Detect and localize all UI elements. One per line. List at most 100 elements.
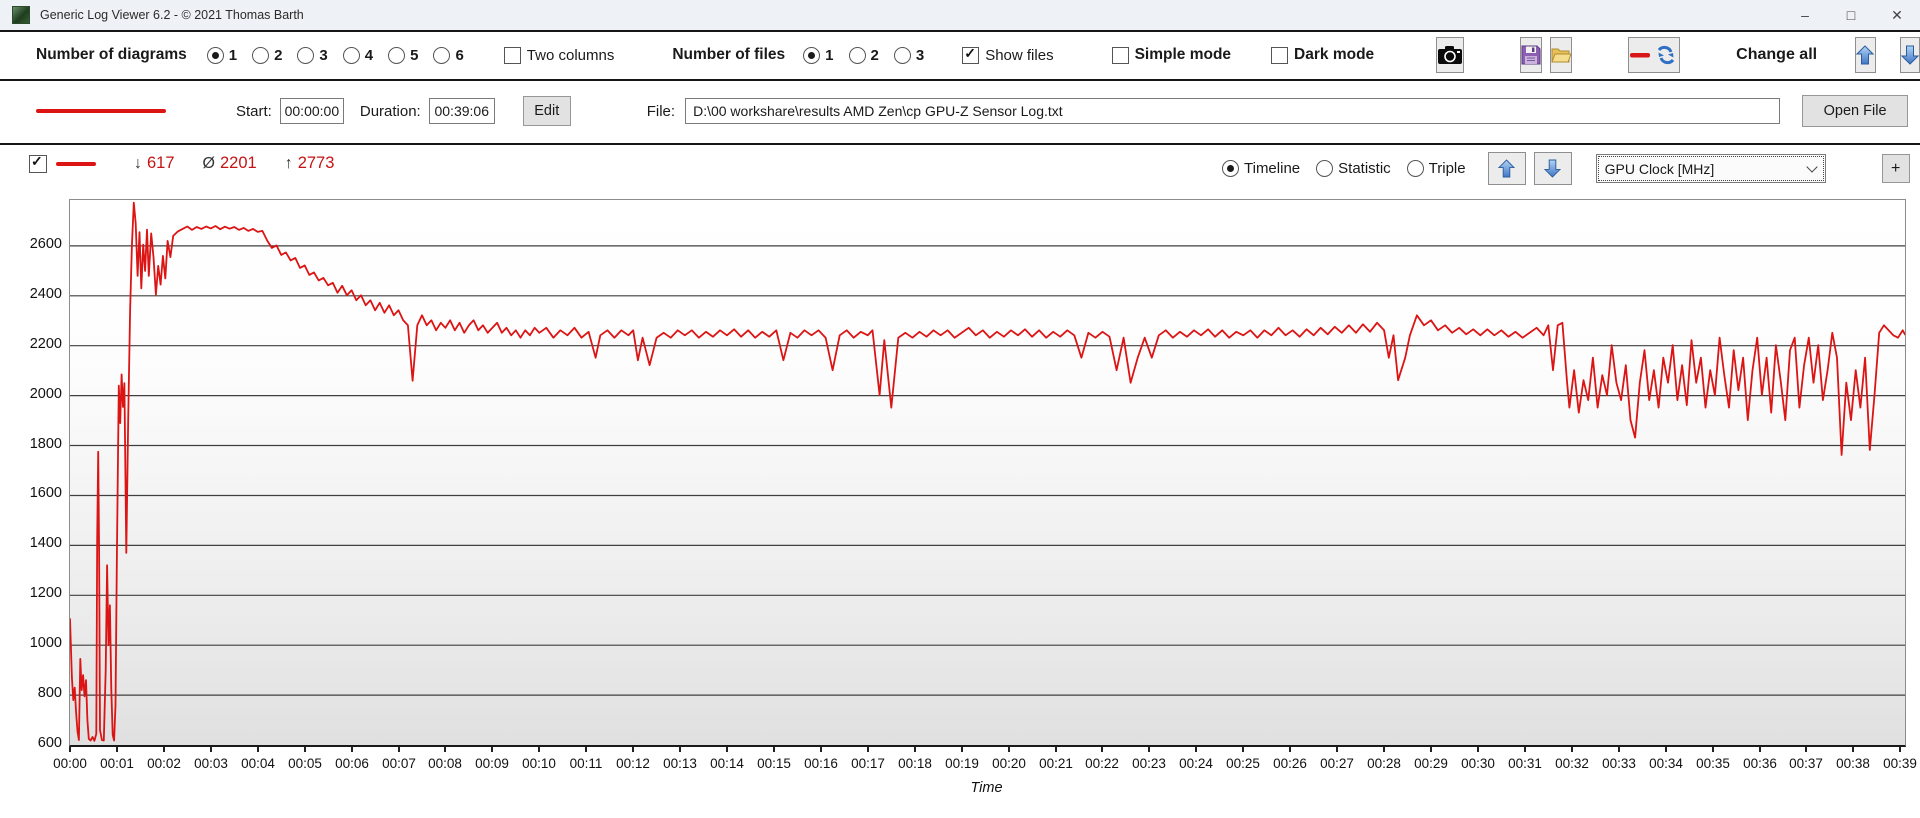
x-tick-label: 00:22 [1085,756,1119,771]
window-title: Generic Log Viewer 6.2 - © 2021 Thomas B… [40,8,304,22]
x-tick-label: 00:05 [288,756,322,771]
x-tick-label: 00:12 [616,756,650,771]
x-tick-label: 00:33 [1602,756,1636,771]
x-tick-label: 00:32 [1555,756,1589,771]
gpu-clock-line-chart [70,201,1905,742]
move-diagram-down-button[interactable] [1533,152,1572,185]
x-tick-mark [1008,747,1010,752]
save-floppy-icon [1521,45,1541,65]
change-all-up-button[interactable] [1855,37,1876,73]
x-tick-mark [726,747,728,752]
radio-label: 2 [274,46,283,64]
simple-mode-checkbox[interactable]: Simple mode [1111,46,1231,64]
line-style-refresh-button[interactable] [1628,37,1681,73]
x-tick-label: 00:17 [851,756,885,771]
x-tick-mark [1101,747,1103,752]
radio-circle[interactable] [206,46,224,64]
radio-option-3[interactable]: 3 [893,46,925,64]
radio-option-5[interactable]: 5 [388,46,418,64]
main-toolbar: Number of diagrams 1 2 3 4 5 6 Two columns Nu… [0,32,1920,78]
two-columns-checkbox[interactable]: Two columns [503,46,614,64]
file-row: Start: 00:00:00 Duration: 00:39:06 Edit … [0,81,1920,141]
show-files-checkbox-box[interactable] [962,45,980,64]
y-tick-label: 800 [37,685,62,701]
dark-mode-checkbox-box[interactable] [1271,46,1289,64]
file-path-input[interactable]: D:\00 workshare\results AMD Zen\cp GPU-Z… [685,98,1781,124]
radio-circle[interactable] [893,46,911,64]
simple-mode-checkbox-box[interactable] [1111,46,1129,64]
dark-mode-label: Dark mode [1294,46,1375,63]
start-time-input[interactable]: 00:00:00 [279,98,344,124]
radio-option-2[interactable]: 2 [848,46,879,64]
x-tick-label: 00:36 [1743,756,1777,771]
dark-mode-checkbox[interactable]: Dark mode [1271,46,1374,64]
x-tick-label: 00:37 [1789,756,1823,771]
close-button[interactable]: ✕ [1891,6,1903,23]
radio-circle[interactable] [433,46,451,64]
radio-circle[interactable] [1316,160,1334,177]
x-tick-mark [867,747,869,752]
duration-label: Duration: [359,102,421,120]
y-tick-label: 2400 [29,286,62,302]
x-tick-label: 00:35 [1696,756,1730,771]
radio-circle[interactable] [848,46,866,64]
x-tick-label: 00:10 [522,756,556,771]
radio-circle[interactable] [1222,160,1239,177]
x-tick-mark [1383,747,1385,752]
duration-input[interactable]: 00:39:06 [428,98,495,124]
radio-circle[interactable] [297,46,315,64]
radio-label: 3 [915,46,925,64]
two-columns-checkbox-box[interactable] [503,46,521,64]
x-tick-label: 00:00 [53,756,87,771]
x-tick-mark [1055,747,1057,752]
radio-option-6[interactable]: 6 [433,46,464,64]
maximize-button[interactable]: □ [1846,7,1856,23]
x-tick-label: 00:11 [569,756,603,771]
minimize-button[interactable]: – [1801,7,1809,23]
x-tick-mark [1852,747,1854,752]
open-file-button[interactable]: Open File [1802,95,1909,127]
x-tick-mark [914,747,916,752]
radio-circle[interactable] [388,46,406,64]
radio-option-1[interactable]: 1 [206,46,237,64]
radio-option-1[interactable]: 1 [803,46,834,64]
radio-circle[interactable] [342,46,360,64]
open-folder-button[interactable] [1550,37,1573,73]
change-all-down-button[interactable] [1899,37,1920,73]
show-files-checkbox[interactable]: Show files [962,45,1054,64]
move-diagram-up-button[interactable] [1487,152,1526,185]
sensor-select-dropdown[interactable]: GPU Clock [MHz] [1595,154,1826,183]
x-tick-mark [163,747,165,752]
radio-option-timeline[interactable]: Timeline [1222,160,1300,177]
average-symbol-icon: Ø [202,154,215,172]
radio-circle[interactable] [1406,160,1424,177]
window-controls: – □ ✕ [1782,0,1920,30]
y-tick-label: 2600 [29,236,62,252]
series-visible-checkbox[interactable] [29,153,47,173]
radio-option-3[interactable]: 3 [297,46,328,64]
x-tick-mark [961,747,963,752]
radio-label: 3 [319,46,328,64]
radio-option-triple[interactable]: Triple [1406,160,1466,177]
radio-option-2[interactable]: 2 [252,46,283,64]
x-tick-mark [491,747,493,752]
x-tick-label: 00:28 [1367,756,1401,771]
separator [0,143,1920,145]
title-bar: Generic Log Viewer 6.2 - © 2021 Thomas B… [0,0,1920,30]
radio-circle[interactable] [252,46,270,64]
radio-circle[interactable] [803,46,821,64]
x-tick-label: 00:02 [147,756,181,771]
add-sensor-button[interactable]: + [1881,154,1910,183]
save-button[interactable] [1520,37,1543,73]
series-color-sample-line [36,109,166,113]
edit-button[interactable]: Edit [522,96,571,126]
timeline-plot-area[interactable] [69,199,1906,747]
x-tick-label: 00:26 [1273,756,1307,771]
radio-option-statistic[interactable]: Statistic [1316,160,1391,177]
radio-option-4[interactable]: 4 [342,46,373,64]
x-tick-mark [1805,747,1807,752]
screenshot-button[interactable] [1436,37,1465,73]
view-mode-radio-group: Timeline Statistic Triple [1222,160,1466,177]
x-tick-mark [1759,747,1761,752]
x-tick-label: 00:20 [992,756,1026,771]
